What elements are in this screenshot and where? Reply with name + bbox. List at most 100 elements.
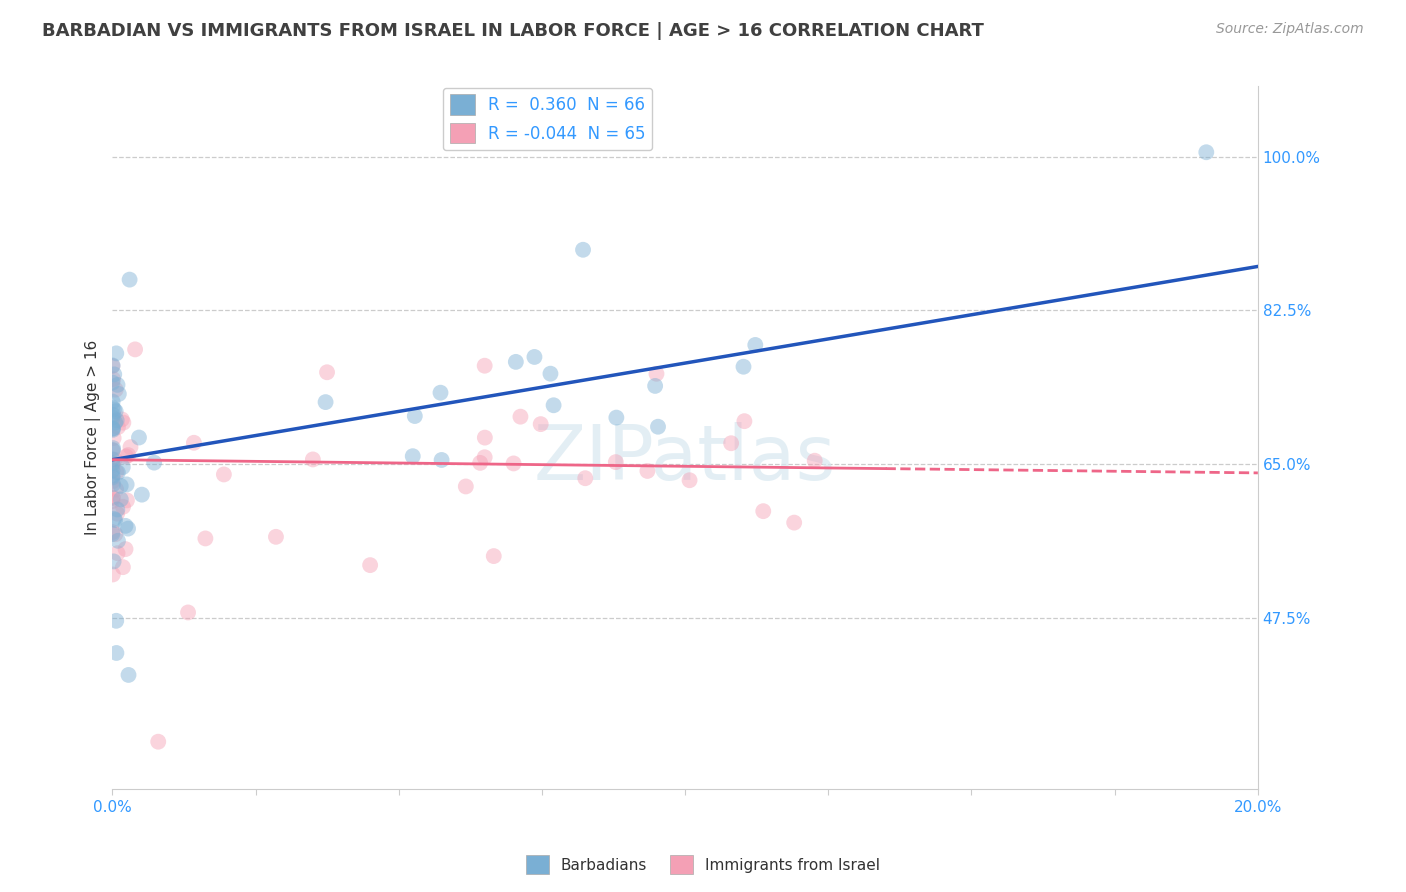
- Point: [101, 525, 124, 540]
- Point: [111, 412, 134, 426]
- Point: [103, 512, 125, 526]
- Point: [101, 470, 124, 484]
- Point: [543, 398, 565, 412]
- Point: [101, 527, 124, 541]
- Point: [114, 519, 136, 533]
- Point: [101, 376, 124, 390]
- Point: [107, 546, 129, 560]
- Point: [105, 614, 128, 628]
- Point: [505, 355, 527, 369]
- Point: [733, 359, 755, 374]
- Point: [509, 409, 531, 424]
- Point: [124, 343, 146, 357]
- Point: [103, 431, 125, 445]
- Point: [429, 385, 451, 400]
- Point: [104, 527, 127, 541]
- Point: [315, 395, 337, 409]
- Point: [733, 414, 755, 428]
- Point: [474, 359, 496, 373]
- Text: ZIPatlas: ZIPatlas: [534, 422, 837, 496]
- Text: Source: ZipAtlas.com: Source: ZipAtlas.com: [1216, 22, 1364, 37]
- Point: [111, 500, 134, 514]
- Text: BARBADIAN VS IMMIGRANTS FROM ISRAEL IN LABOR FORCE | AGE > 16 CORRELATION CHART: BARBADIAN VS IMMIGRANTS FROM ISRAEL IN L…: [42, 22, 984, 40]
- Point: [111, 460, 134, 475]
- Point: [101, 477, 124, 491]
- Point: [605, 455, 627, 469]
- Point: [101, 394, 124, 409]
- Point: [105, 413, 128, 427]
- Point: [101, 456, 124, 470]
- Point: [530, 417, 553, 431]
- Point: [117, 668, 139, 682]
- Point: [101, 422, 124, 436]
- Point: [482, 549, 505, 563]
- Y-axis label: In Labor Force | Age > 16: In Labor Force | Age > 16: [86, 340, 101, 535]
- Point: [107, 377, 129, 392]
- Point: [359, 558, 381, 573]
- Point: [101, 468, 124, 483]
- Point: [101, 491, 124, 505]
- Point: [118, 272, 141, 286]
- Point: [107, 420, 129, 434]
- Point: [115, 450, 138, 464]
- Point: [101, 423, 124, 437]
- Legend: Barbadians, Immigrants from Israel: Barbadians, Immigrants from Israel: [520, 849, 886, 880]
- Point: [101, 410, 124, 425]
- Point: [474, 431, 496, 445]
- Point: [101, 372, 124, 386]
- Point: [183, 435, 205, 450]
- Point: [105, 507, 128, 521]
- Point: [105, 646, 128, 660]
- Point: [110, 492, 132, 507]
- Point: [105, 483, 128, 497]
- Point: [103, 402, 125, 417]
- Point: [101, 359, 124, 373]
- Point: [316, 365, 339, 379]
- Point: [101, 567, 124, 582]
- Point: [523, 350, 546, 364]
- Point: [105, 465, 128, 479]
- Point: [177, 606, 200, 620]
- Point: [103, 368, 125, 382]
- Point: [264, 530, 287, 544]
- Point: [110, 479, 132, 493]
- Point: [605, 410, 627, 425]
- Point: [101, 494, 124, 508]
- Point: [470, 456, 492, 470]
- Point: [101, 401, 124, 415]
- Point: [752, 504, 775, 518]
- Point: [194, 532, 217, 546]
- Point: [574, 471, 596, 485]
- Point: [636, 464, 658, 478]
- Point: [540, 367, 562, 381]
- Point: [101, 421, 124, 435]
- Point: [454, 479, 477, 493]
- Point: [117, 448, 139, 462]
- Point: [101, 456, 124, 470]
- Point: [678, 473, 700, 487]
- Point: [104, 383, 127, 397]
- Point: [647, 419, 669, 434]
- Point: [644, 379, 666, 393]
- Point: [115, 493, 138, 508]
- Point: [105, 502, 128, 516]
- Point: [402, 449, 425, 463]
- Point: [101, 463, 124, 477]
- Point: [803, 453, 825, 467]
- Point: [302, 452, 325, 467]
- Point: [404, 409, 426, 423]
- Point: [111, 560, 134, 574]
- Point: [101, 408, 124, 422]
- Point: [101, 441, 124, 455]
- Legend: R =  0.360  N = 66, R = -0.044  N = 65: R = 0.360 N = 66, R = -0.044 N = 65: [443, 87, 652, 150]
- Point: [103, 554, 125, 568]
- Point: [143, 456, 166, 470]
- Point: [212, 467, 235, 482]
- Point: [112, 416, 135, 430]
- Point: [108, 387, 131, 401]
- Point: [1195, 145, 1218, 160]
- Point: [720, 436, 742, 450]
- Point: [107, 466, 129, 480]
- Point: [148, 735, 170, 749]
- Point: [104, 452, 127, 467]
